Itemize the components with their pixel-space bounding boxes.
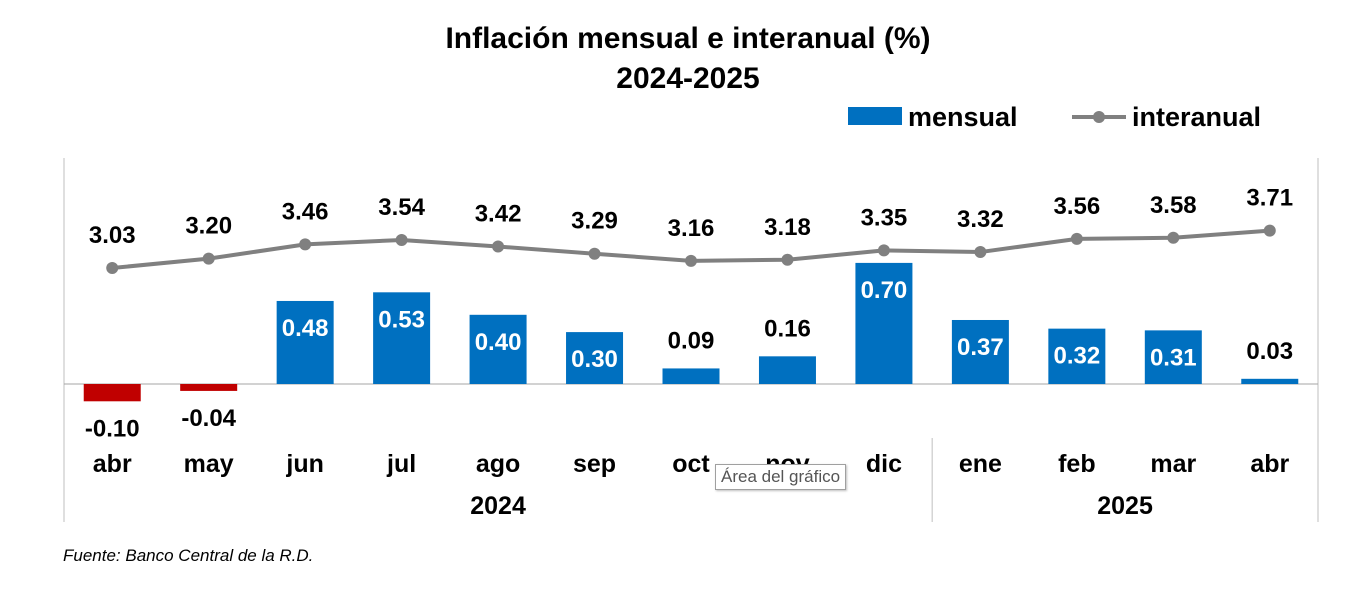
- line-point-interanual: [588, 247, 601, 260]
- line-value-label: 3.56: [1053, 193, 1100, 220]
- chart-area-tooltip: Área del gráfico: [715, 464, 847, 490]
- bar-mensual: [1241, 378, 1299, 384]
- bar-mensual: [83, 384, 141, 402]
- legend-swatch-mensual: [848, 107, 902, 125]
- legend-label-mensual: mensual: [908, 102, 1018, 132]
- x-tick-label: abr: [93, 450, 132, 478]
- bar-value-label: 0.37: [957, 334, 1004, 361]
- line-value-label: 3.20: [185, 213, 232, 240]
- line-value-label: 3.18: [764, 214, 811, 241]
- bar-value-label: 0.32: [1053, 343, 1100, 370]
- line-point-interanual: [492, 240, 505, 253]
- chart-title: Inflación mensual e interanual (%): [445, 22, 930, 55]
- x-tick-label: ago: [476, 450, 520, 478]
- bar-value-label: 0.53: [378, 306, 425, 333]
- bar-mensual: [469, 314, 527, 384]
- line-point-interanual: [877, 244, 890, 257]
- bar-value-label: 0.03: [1246, 338, 1293, 365]
- line-point-interanual: [106, 262, 119, 274]
- bar-value-label: 0.31: [1150, 344, 1197, 371]
- year-label: 2024: [470, 492, 526, 520]
- line-value-label: 3.32: [957, 206, 1004, 233]
- x-tick-label: feb: [1058, 450, 1096, 478]
- bar-value-label: 0.48: [282, 315, 329, 342]
- bar-mensual: [1048, 328, 1106, 384]
- year-label: 2025: [1097, 492, 1153, 520]
- line-value-label: 3.71: [1246, 185, 1293, 212]
- bar-mensual: [180, 384, 238, 391]
- bar-mensual: [758, 356, 816, 384]
- x-tick-label: jul: [386, 450, 416, 478]
- x-tick-label: oct: [672, 450, 710, 478]
- bar-value-label: 0.16: [764, 315, 811, 342]
- bar-value-label: 0.40: [475, 329, 522, 356]
- source-note: Fuente: Banco Central de la R.D.: [63, 546, 314, 565]
- bar-mensual: [855, 262, 913, 384]
- legend: mensual interanual: [848, 102, 1261, 132]
- chart-subtitle: 2024-2025: [616, 62, 759, 95]
- line-value-label: 3.46: [282, 198, 329, 225]
- bar-mensual: [566, 332, 624, 384]
- line-point-interanual: [1070, 232, 1083, 245]
- x-tick-label: mar: [1150, 450, 1196, 478]
- bar-value-label: 0.30: [571, 346, 618, 373]
- legend-marker-interanual: [1093, 111, 1105, 123]
- bar-mensual: [1144, 330, 1202, 384]
- bar-value-label: -0.04: [181, 405, 236, 432]
- x-tick-label: abr: [1250, 450, 1289, 478]
- x-tick-label: ene: [959, 450, 1002, 478]
- bar-mensual: [951, 319, 1009, 384]
- x-tick-label: may: [184, 450, 234, 478]
- line-value-label: 3.35: [861, 204, 908, 231]
- line-point-interanual: [781, 253, 794, 266]
- bar-mensual: [276, 300, 334, 384]
- bar-value-label: 0.09: [668, 327, 715, 354]
- plot-area: 2024 2025 -0.10 -0.04 0.48 0.53 0.40 0.30 0.09 0.…: [63, 158, 1319, 522]
- legend-label-interanual: interanual: [1132, 102, 1261, 132]
- line-value-label: 3.42: [475, 201, 522, 228]
- x-tick-label: sep: [573, 450, 616, 478]
- bar-value-label: 0.70: [861, 277, 908, 304]
- line-point-interanual: [974, 246, 987, 259]
- x-tick-label: dic: [866, 450, 902, 478]
- line-point-interanual: [202, 252, 215, 265]
- line-value-label: 3.29: [571, 208, 618, 235]
- bar-mensual: [662, 368, 720, 384]
- line-point-interanual: [395, 233, 408, 246]
- line-point-interanual: [1263, 224, 1276, 237]
- line-point-interanual: [685, 254, 697, 267]
- line-value-label: 3.54: [378, 194, 425, 221]
- x-tick-label: jun: [285, 450, 324, 478]
- line-value-label: 3.58: [1150, 192, 1197, 219]
- bar-mensual: [373, 292, 431, 384]
- line-value-label: 3.03: [89, 222, 136, 249]
- bar-value-label: -0.10: [85, 415, 140, 442]
- line-point-interanual: [1167, 231, 1180, 244]
- line-point-interanual: [299, 238, 312, 251]
- line-value-label: 3.16: [668, 215, 715, 242]
